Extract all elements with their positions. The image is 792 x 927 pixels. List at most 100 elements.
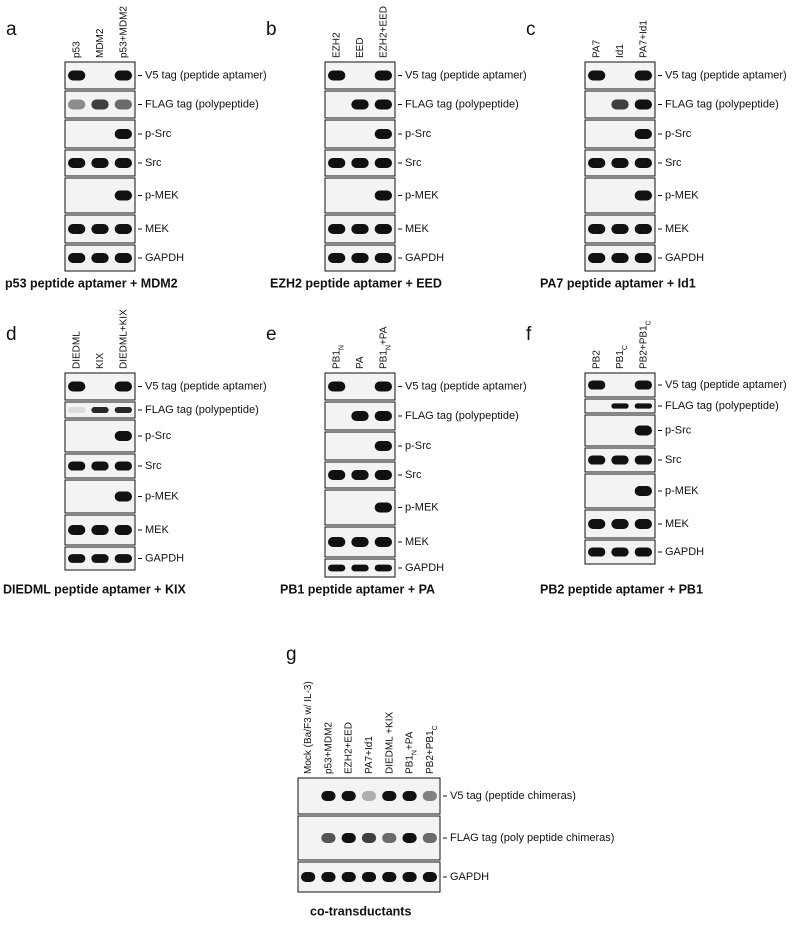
band-label: p-MEK bbox=[405, 189, 439, 201]
lane-label-text: PB1 bbox=[378, 350, 389, 369]
lane-label: PB1C bbox=[615, 345, 629, 369]
band bbox=[114, 406, 132, 414]
band bbox=[328, 253, 346, 263]
band bbox=[634, 486, 652, 496]
band bbox=[114, 70, 132, 81]
lane-label-text: PB2+PB1 bbox=[638, 325, 649, 369]
panel-caption: co-transductants bbox=[310, 904, 411, 918]
lane-label-text: PB1 bbox=[332, 350, 343, 369]
band bbox=[114, 224, 132, 234]
band bbox=[328, 70, 346, 81]
band bbox=[374, 224, 392, 234]
lane-label: p53 bbox=[72, 41, 83, 58]
band bbox=[402, 872, 417, 882]
band-label: Src bbox=[145, 460, 162, 472]
lane-label: EZH2+EED bbox=[378, 6, 389, 58]
lane-label-sub: C bbox=[645, 320, 652, 325]
band bbox=[588, 253, 606, 263]
lane-label: PB1N+PA bbox=[405, 731, 419, 774]
band-label: p-MEK bbox=[405, 501, 439, 513]
band-label: MEK bbox=[145, 223, 170, 235]
band-label: p-Src bbox=[665, 424, 692, 436]
band-label: p-Src bbox=[405, 128, 432, 140]
band bbox=[328, 224, 346, 234]
band bbox=[402, 833, 417, 843]
band bbox=[374, 381, 392, 392]
lane-label: PA7+Id1 bbox=[364, 736, 375, 774]
lane-label: EZH2 bbox=[332, 32, 343, 58]
panel-caption: p53 peptide aptamer + MDM2 bbox=[5, 276, 178, 290]
band bbox=[374, 537, 392, 547]
band bbox=[634, 190, 652, 201]
lane-label-after: +PA bbox=[405, 731, 416, 750]
band bbox=[374, 70, 392, 81]
band bbox=[374, 158, 392, 168]
band bbox=[114, 190, 132, 201]
band bbox=[611, 519, 629, 529]
band bbox=[328, 537, 346, 547]
band-label: MEK bbox=[405, 536, 430, 548]
band-label: FLAG tag (polypeptide) bbox=[405, 410, 519, 422]
band-label: p-Src bbox=[145, 430, 172, 442]
panel-letter: e bbox=[266, 324, 277, 345]
band bbox=[422, 872, 437, 882]
band-label: Src bbox=[145, 157, 162, 169]
band bbox=[611, 99, 629, 110]
band-label: FLAG tag (polypeptide) bbox=[405, 98, 519, 110]
band bbox=[382, 791, 397, 801]
band bbox=[351, 224, 369, 234]
lane-label: EZH2+EED bbox=[344, 722, 355, 774]
band bbox=[611, 253, 629, 263]
band bbox=[634, 70, 652, 81]
band-label: p-MEK bbox=[665, 189, 699, 201]
band bbox=[68, 70, 86, 81]
band bbox=[588, 224, 606, 234]
lane-label: DIEDML +KIX bbox=[384, 712, 395, 774]
band bbox=[588, 519, 606, 529]
band-label: p-MEK bbox=[145, 189, 179, 201]
band bbox=[374, 441, 392, 451]
panel-letter: c bbox=[526, 19, 536, 40]
band bbox=[321, 833, 336, 843]
band bbox=[634, 129, 652, 139]
band bbox=[321, 791, 336, 801]
lane-label: DIEDML+KIX bbox=[118, 309, 129, 369]
band-label: p-MEK bbox=[145, 490, 179, 502]
band bbox=[321, 872, 336, 882]
band bbox=[611, 547, 629, 557]
band-label: FLAG tag (polypeptide) bbox=[665, 400, 779, 412]
panel-letter: b bbox=[266, 19, 277, 40]
band bbox=[68, 158, 86, 168]
band bbox=[351, 253, 369, 263]
band-label: p-MEK bbox=[665, 485, 699, 497]
band bbox=[68, 381, 86, 392]
band-label: V5 tag (peptide aptamer) bbox=[405, 69, 527, 81]
band bbox=[91, 99, 109, 110]
lane-label-sub: C bbox=[431, 725, 438, 730]
band bbox=[588, 70, 606, 81]
blot bbox=[584, 119, 656, 149]
band bbox=[91, 406, 109, 414]
band bbox=[68, 525, 86, 535]
band bbox=[374, 99, 392, 110]
band bbox=[91, 253, 109, 263]
band bbox=[374, 129, 392, 139]
band bbox=[382, 872, 397, 882]
band-label: MEK bbox=[405, 223, 430, 235]
lane-label: PB2 bbox=[592, 350, 603, 369]
band bbox=[634, 425, 652, 436]
band bbox=[634, 99, 652, 110]
band bbox=[422, 791, 437, 801]
band bbox=[351, 564, 369, 572]
band-label: V5 tag (peptide aptamer) bbox=[405, 380, 527, 392]
lane-label: EED bbox=[355, 37, 366, 58]
band bbox=[634, 253, 652, 263]
band bbox=[634, 158, 652, 168]
band bbox=[634, 224, 652, 234]
band bbox=[588, 547, 606, 557]
band-label: MEK bbox=[665, 518, 690, 530]
lane-label: p53+MDM2 bbox=[118, 6, 129, 58]
band-label: GAPDH bbox=[405, 562, 444, 574]
lane-label: PB2+PB1C bbox=[638, 320, 652, 369]
